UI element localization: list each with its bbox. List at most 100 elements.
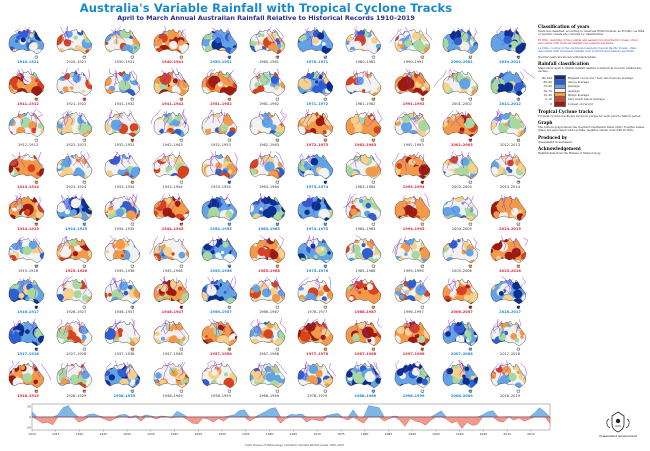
legend-label: Above average — [568, 80, 589, 85]
cyclone-track — [165, 193, 172, 211]
cyclone-track — [356, 152, 366, 165]
rainfall-map — [201, 318, 238, 352]
cyclone-track — [217, 109, 222, 124]
rainfall-map — [297, 360, 337, 393]
rainfall-map — [442, 110, 479, 143]
map-cell: 1927–1928 — [54, 318, 98, 364]
soi-x-tick: 1990 — [408, 432, 416, 436]
cyclone-track — [314, 71, 321, 87]
rainfall-map — [249, 151, 286, 185]
year-label: 1944–1945 — [161, 226, 184, 231]
sidebar-paragraph: Rainfall data from the Bureau of Meteoro… — [538, 150, 601, 155]
cyclone-track — [461, 111, 467, 125]
cyclone-track — [171, 277, 177, 292]
legend-label: Below average — [568, 93, 589, 97]
cyclone-track — [257, 363, 263, 379]
map-cell: 1928–1929 — [54, 360, 98, 406]
cyclone-track — [461, 237, 466, 253]
cyclone-track — [360, 28, 366, 42]
map-cell: 1922–1923 — [54, 109, 98, 155]
cyclone-track — [449, 68, 454, 83]
cyclone-track — [394, 359, 399, 374]
sidebar-paragraph: El Niño: warming of the central and east… — [538, 37, 638, 45]
cyclone-track — [228, 71, 237, 85]
cyclone-track — [447, 110, 454, 124]
cyclone-track — [276, 68, 279, 80]
cyclone-track — [210, 360, 215, 372]
map-cell: 1982–1983 — [343, 109, 387, 155]
cyclone-track — [420, 276, 428, 291]
rainfall-map — [105, 109, 141, 143]
rainfall-map — [442, 27, 479, 60]
cyclone-track — [306, 26, 317, 41]
cyclone-track — [38, 152, 44, 167]
soi-x-tick: 2005 — [480, 432, 488, 436]
map-cell: 2016–2017 — [488, 276, 532, 322]
cyclone-track — [223, 319, 227, 333]
rainfall-map — [8, 151, 45, 185]
map-cell: 1923–1924 — [54, 151, 98, 197]
map-cell: 1958–1959 — [199, 359, 243, 406]
rainfall-map — [105, 68, 141, 101]
cyclone-track — [280, 318, 286, 333]
cyclone-track — [352, 25, 358, 40]
rainfall-map — [442, 319, 479, 352]
cyclone-track — [447, 278, 454, 292]
rainfall-map — [297, 153, 334, 185]
rainfall-map — [343, 193, 382, 227]
cyclone-track — [107, 110, 113, 125]
rainfall-map — [394, 111, 430, 143]
cyclone-track — [9, 151, 20, 165]
cyclone-track — [271, 29, 276, 45]
map-cell: 1957–1958 — [199, 318, 243, 364]
map-cell: 1920–1921 — [54, 26, 98, 72]
cyclone-track — [501, 194, 506, 211]
rainfall-map — [442, 195, 479, 227]
rainfall-map — [56, 110, 93, 143]
cyclone-track — [216, 69, 223, 85]
year-label: 1998–1999 — [402, 393, 425, 398]
cyclone-track — [523, 68, 536, 79]
rainfall-map — [153, 67, 189, 101]
cyclone-track — [38, 196, 44, 210]
cyclone-track — [367, 69, 372, 84]
cyclone-track — [306, 234, 311, 249]
year-label: 1996–1997 — [403, 310, 424, 315]
year-label: 1935–1936 — [114, 268, 135, 273]
cyclone-track — [501, 27, 512, 47]
year-label: 1930–1931 — [114, 60, 135, 64]
cyclone-track — [213, 320, 220, 335]
cyclone-track — [396, 111, 405, 121]
cyclone-track — [278, 112, 287, 126]
cyclone-track — [401, 194, 408, 211]
map-cell: 1986–1987 — [343, 276, 387, 322]
year-label: 1982–1983 — [354, 143, 377, 148]
cyclone-track — [37, 110, 43, 125]
year-label: 1924–1925 — [65, 226, 88, 231]
soi-x-tick: 1910 — [28, 432, 36, 436]
rainfall-map — [394, 192, 430, 227]
cyclone-track — [250, 319, 256, 334]
rainfall-map — [346, 152, 382, 185]
year-label: 1936–1937 — [114, 310, 135, 315]
legend-range: 30–70 — [543, 88, 552, 93]
cyclone-track — [353, 70, 359, 85]
cyclone-track — [324, 112, 329, 129]
cyclone-track — [159, 278, 168, 291]
cyclone-track — [347, 193, 352, 210]
cyclone-track — [467, 321, 472, 334]
cyclone-track — [318, 70, 326, 87]
year-label: 1950–1951 — [209, 60, 232, 64]
year-label: 1933–1934 — [114, 185, 135, 190]
rainfall-map — [8, 68, 45, 101]
cyclone-track — [418, 279, 421, 293]
rainfall-map — [153, 276, 189, 310]
rainfall-map — [153, 360, 189, 393]
rainfall-map — [8, 359, 52, 393]
rainfall-map — [490, 26, 527, 60]
cyclone-track — [400, 278, 406, 294]
map-cell: 1940–1941 — [151, 26, 195, 72]
cyclone-track — [404, 317, 413, 331]
cyclone-track — [257, 70, 261, 81]
cyclone-track — [67, 194, 72, 212]
